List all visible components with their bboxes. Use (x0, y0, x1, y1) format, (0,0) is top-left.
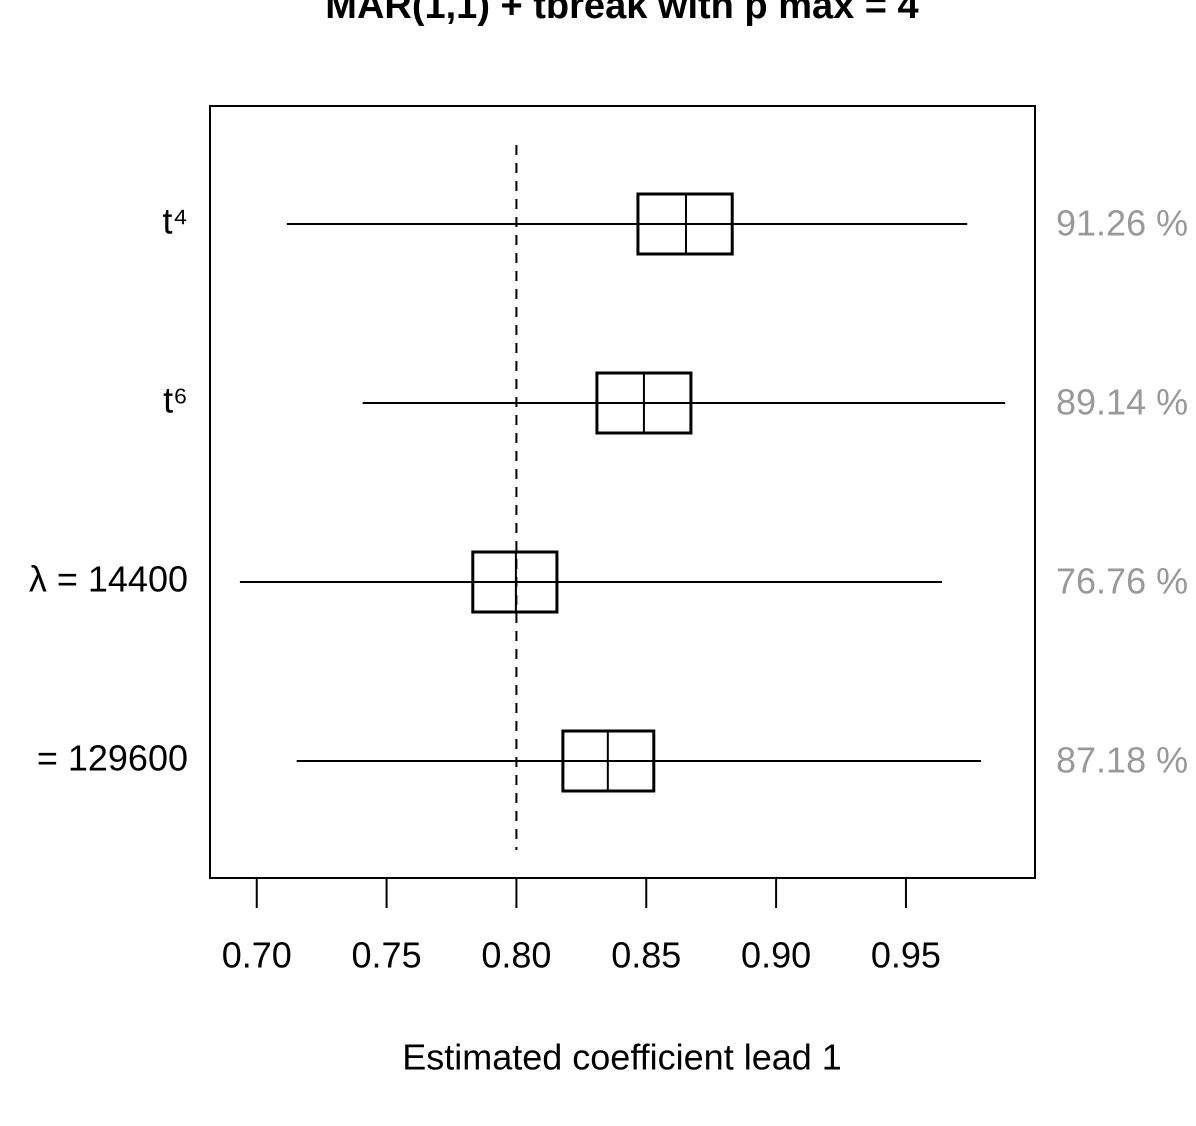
x-tick-label: 0.85 (611, 935, 681, 976)
annotation: 91.26 % (1056, 203, 1188, 244)
annotation: 87.18 % (1056, 740, 1188, 781)
annotation: 76.76 % (1056, 561, 1188, 602)
x-tick-label: 0.80 (481, 935, 551, 976)
category-label: t⁶ (163, 380, 188, 421)
x-tick-label: 0.75 (352, 935, 422, 976)
plot-frame (209, 105, 1036, 879)
chart-title: MAR(1,1) + tbreak with p max = 4 (325, 0, 918, 27)
x-tick-label: 0.70 (222, 935, 292, 976)
category-label: = 129600 (37, 738, 188, 779)
box (471, 550, 559, 614)
x-tick-label: 0.95 (871, 935, 941, 976)
category-label: t⁴ (163, 201, 188, 242)
x-axis-title: Estimated coefficient lead 1 (402, 1037, 842, 1078)
annotation: 89.14 % (1056, 382, 1188, 423)
category-label: λ = 14400 (29, 559, 188, 600)
x-tick-label: 0.90 (741, 935, 811, 976)
